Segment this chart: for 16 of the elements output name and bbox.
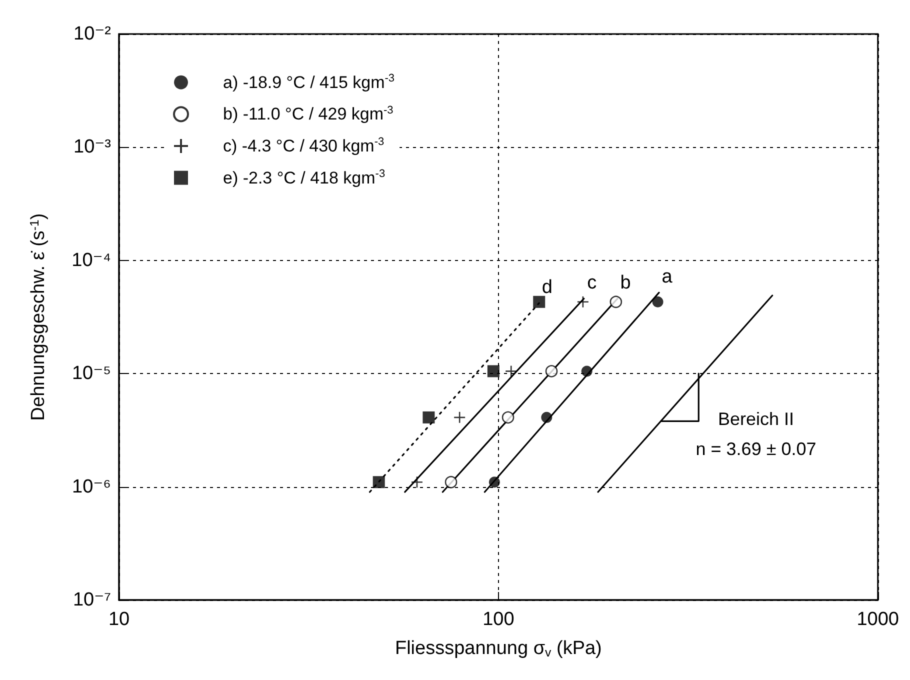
series-label: b: [620, 272, 631, 294]
x-tick-label: 1000: [856, 609, 900, 630]
y-tick-label: 10⁻⁴: [72, 250, 111, 271]
annotation: Bereich II: [718, 409, 794, 429]
annotation: n = 3.69 ± 0.07: [696, 439, 816, 459]
y-tick-label: 10⁻⁶: [72, 476, 111, 498]
y-tick-label: 10⁻³: [74, 136, 111, 158]
series-label: a: [662, 266, 673, 288]
y-tick-label: 10⁻⁷: [72, 590, 112, 610]
series-label: c: [587, 272, 597, 294]
series-label: d: [542, 277, 552, 298]
y-axis-title: Dehnungsgeschw. ε̇ (s-1): [27, 213, 50, 421]
y-tick-label: 10⁻²: [74, 24, 111, 44]
x-tick-label: 100: [482, 609, 514, 630]
x-tick-label: 10: [108, 609, 130, 630]
y-tick-label: 10⁻⁵: [72, 363, 111, 384]
